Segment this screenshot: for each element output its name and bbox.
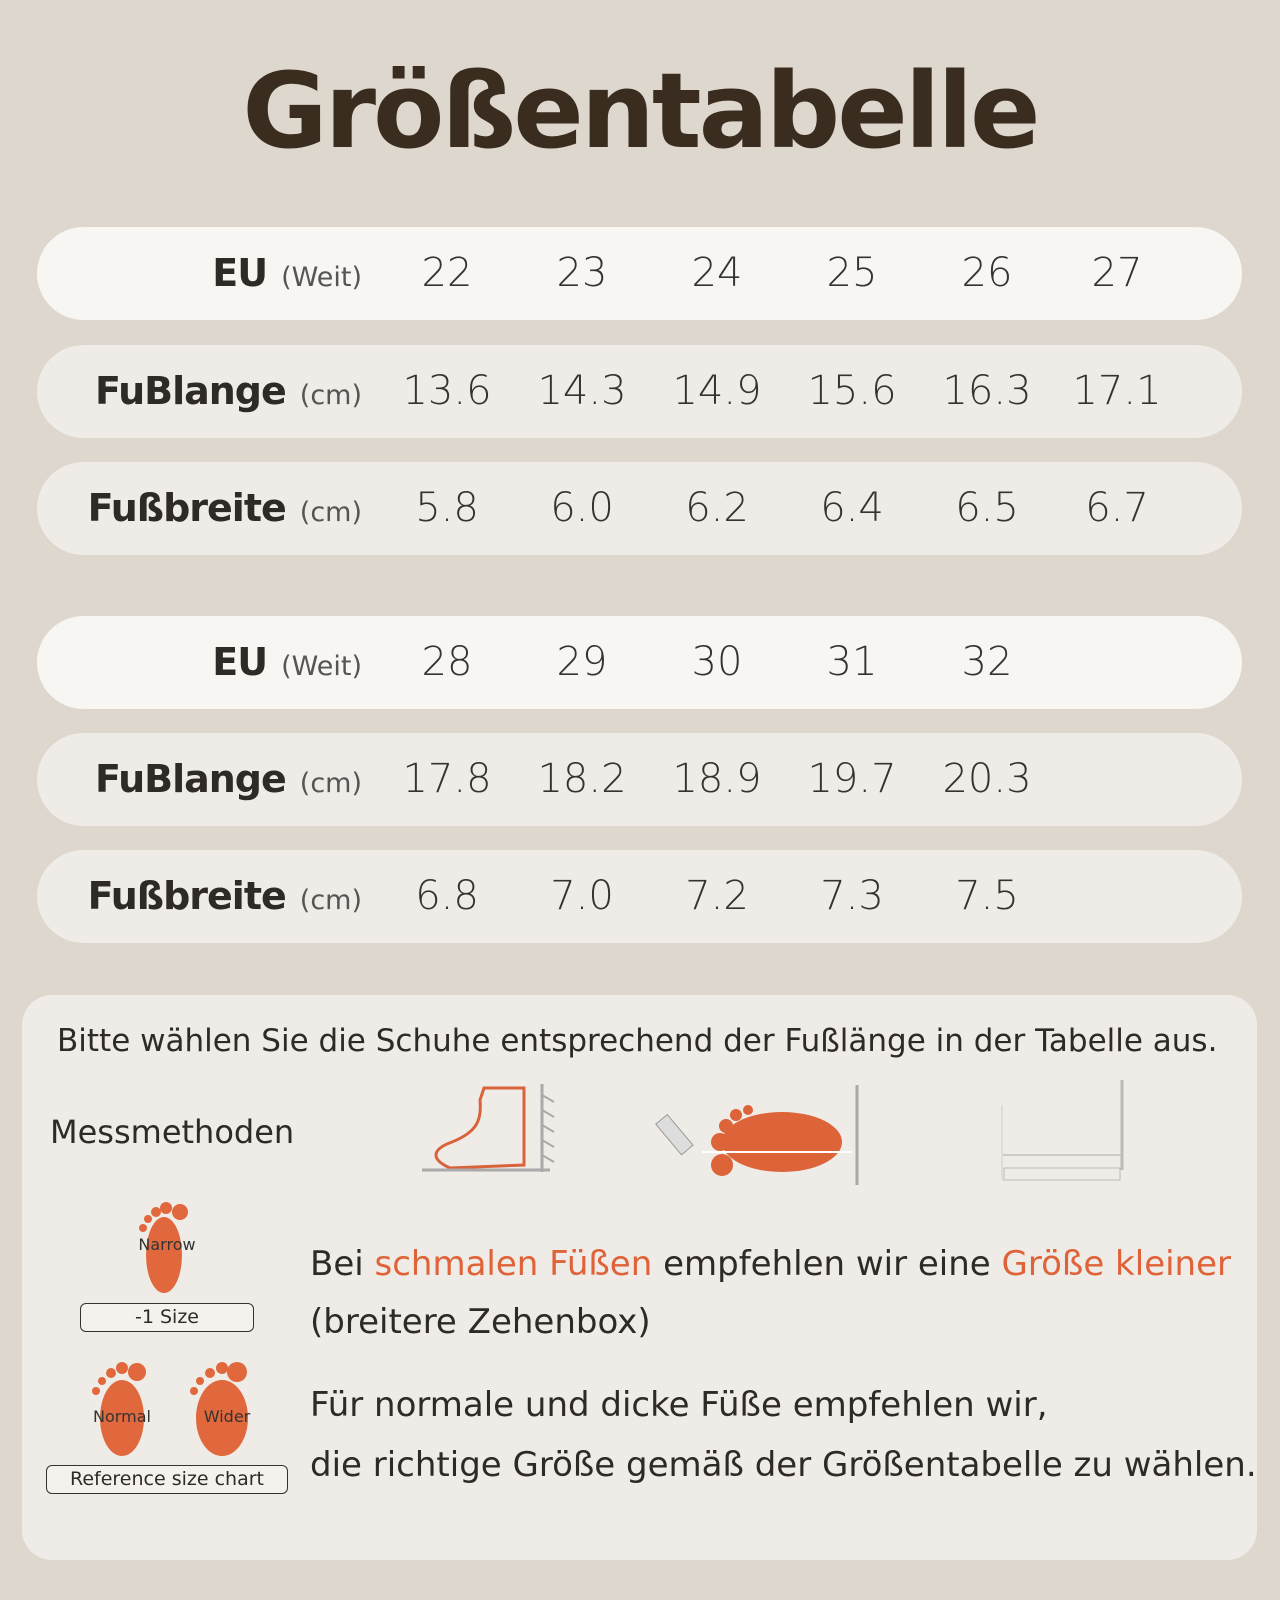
cell-value: 6.2 [685,485,749,531]
text: empfehlen wir eine [652,1244,1002,1284]
label: FuBlange [95,757,287,801]
wider-foot-label: Wider [203,1407,251,1426]
cell-value: 6.7 [1085,485,1149,531]
cell-value: 19.7 [807,756,897,802]
unit: (cm) [299,380,362,411]
cell-value: 31 [826,639,878,685]
cell-value: 30 [691,639,743,685]
cell-value: 16.3 [942,368,1032,414]
narrow-foot-label: Narrow [138,1235,196,1254]
cell-value: 24 [691,250,743,296]
table-row: Fußbreite (cm) 6.8 7.0 7.2 7.3 7.5 [37,850,1242,943]
unit: (Weit) [281,651,362,682]
row-label: EU (Weit) [212,616,362,709]
text: (breitere Zehenbox) [310,1302,651,1342]
cell-value: 20.3 [942,756,1032,802]
cell-value: 29 [556,639,608,685]
cell-value: 28 [421,639,473,685]
cell-value: 17.1 [1072,368,1162,414]
cell-value: 23 [556,250,608,296]
unit: (cm) [299,885,362,916]
label: EU [212,251,268,295]
label: FuBlange [95,369,287,413]
text: die richtige Größe gemäß der Größentabel… [310,1445,1257,1485]
cell-value: 17.8 [402,756,492,802]
cell-value: 6.0 [550,485,614,531]
cell-value: 7.5 [955,873,1019,919]
reference-badge: Reference size chart [46,1465,288,1494]
measure-icons [422,1080,1124,1185]
text: Für normale und dicke Füße empfehlen wir… [310,1385,1048,1425]
cell-value: 7.0 [550,873,614,919]
highlight: schmalen Füßen [374,1244,653,1284]
cell-value: 13.6 [402,368,492,414]
cell-value: 14.9 [672,368,762,414]
cell-value: 18.2 [537,756,627,802]
cell-value: 26 [961,250,1013,296]
narrow-badge: -1 Size [80,1303,254,1332]
row-label: FuBlange (cm) [95,345,362,438]
unit: (cm) [299,497,362,528]
note: Bitte wählen Sie die Schuhe entsprechend… [57,1023,1218,1059]
cell-value: 32 [961,639,1013,685]
cell-value: 7.3 [820,873,884,919]
cell-value: 6.5 [955,485,1019,531]
cell-value: 7.2 [685,873,749,919]
table-row: EU (Weit) 22 23 24 25 26 27 [37,227,1242,320]
unit: (Weit) [281,262,362,293]
cell-value: 14.3 [537,368,627,414]
info-panel: Bitte wählen Sie die Schuhe entsprechend… [22,995,1257,1560]
label: EU [212,640,268,684]
cell-value: 22 [421,250,473,296]
cell-value: 6.4 [820,485,884,531]
title: Größentabelle [242,50,1040,172]
narrow-text: Bei schmalen Füßen empfehlen wir eine Gr… [310,1235,1231,1351]
normal-foot-label: Normal [93,1407,151,1426]
cell-value: 27 [1091,250,1143,296]
row-label: Fußbreite (cm) [88,462,362,555]
normal-foot-icons [92,1362,248,1456]
cell-value: 15.6 [807,368,897,414]
table-row: Fußbreite (cm) 5.8 6.0 6.2 6.4 6.5 6.7 [37,462,1242,555]
label: Fußbreite [87,486,287,530]
highlight: Größe kleiner [1001,1244,1231,1284]
table-row: FuBlange (cm) 17.8 18.2 18.9 19.7 20.3 [37,733,1242,826]
methods-title: Messmethoden [50,1113,295,1151]
text: Bei [310,1244,375,1284]
unit: (cm) [299,768,362,799]
cell-value: 5.8 [415,485,479,531]
table-row: FuBlange (cm) 13.6 14.3 14.9 15.6 16.3 17.1 [37,345,1242,438]
row-label: EU (Weit) [212,227,362,320]
table-row: EU (Weit) 28 29 30 31 32 [37,616,1242,709]
cell-value: 6.8 [415,873,479,919]
cell-value: 25 [826,250,878,296]
cell-value: 18.9 [672,756,762,802]
row-label: Fußbreite (cm) [88,850,362,943]
normal-text: Für normale und dicke Füße empfehlen wir… [310,1375,1257,1495]
narrow-foot-icon [139,1202,188,1293]
row-label: FuBlange (cm) [95,733,362,826]
label: Fußbreite [87,874,287,918]
